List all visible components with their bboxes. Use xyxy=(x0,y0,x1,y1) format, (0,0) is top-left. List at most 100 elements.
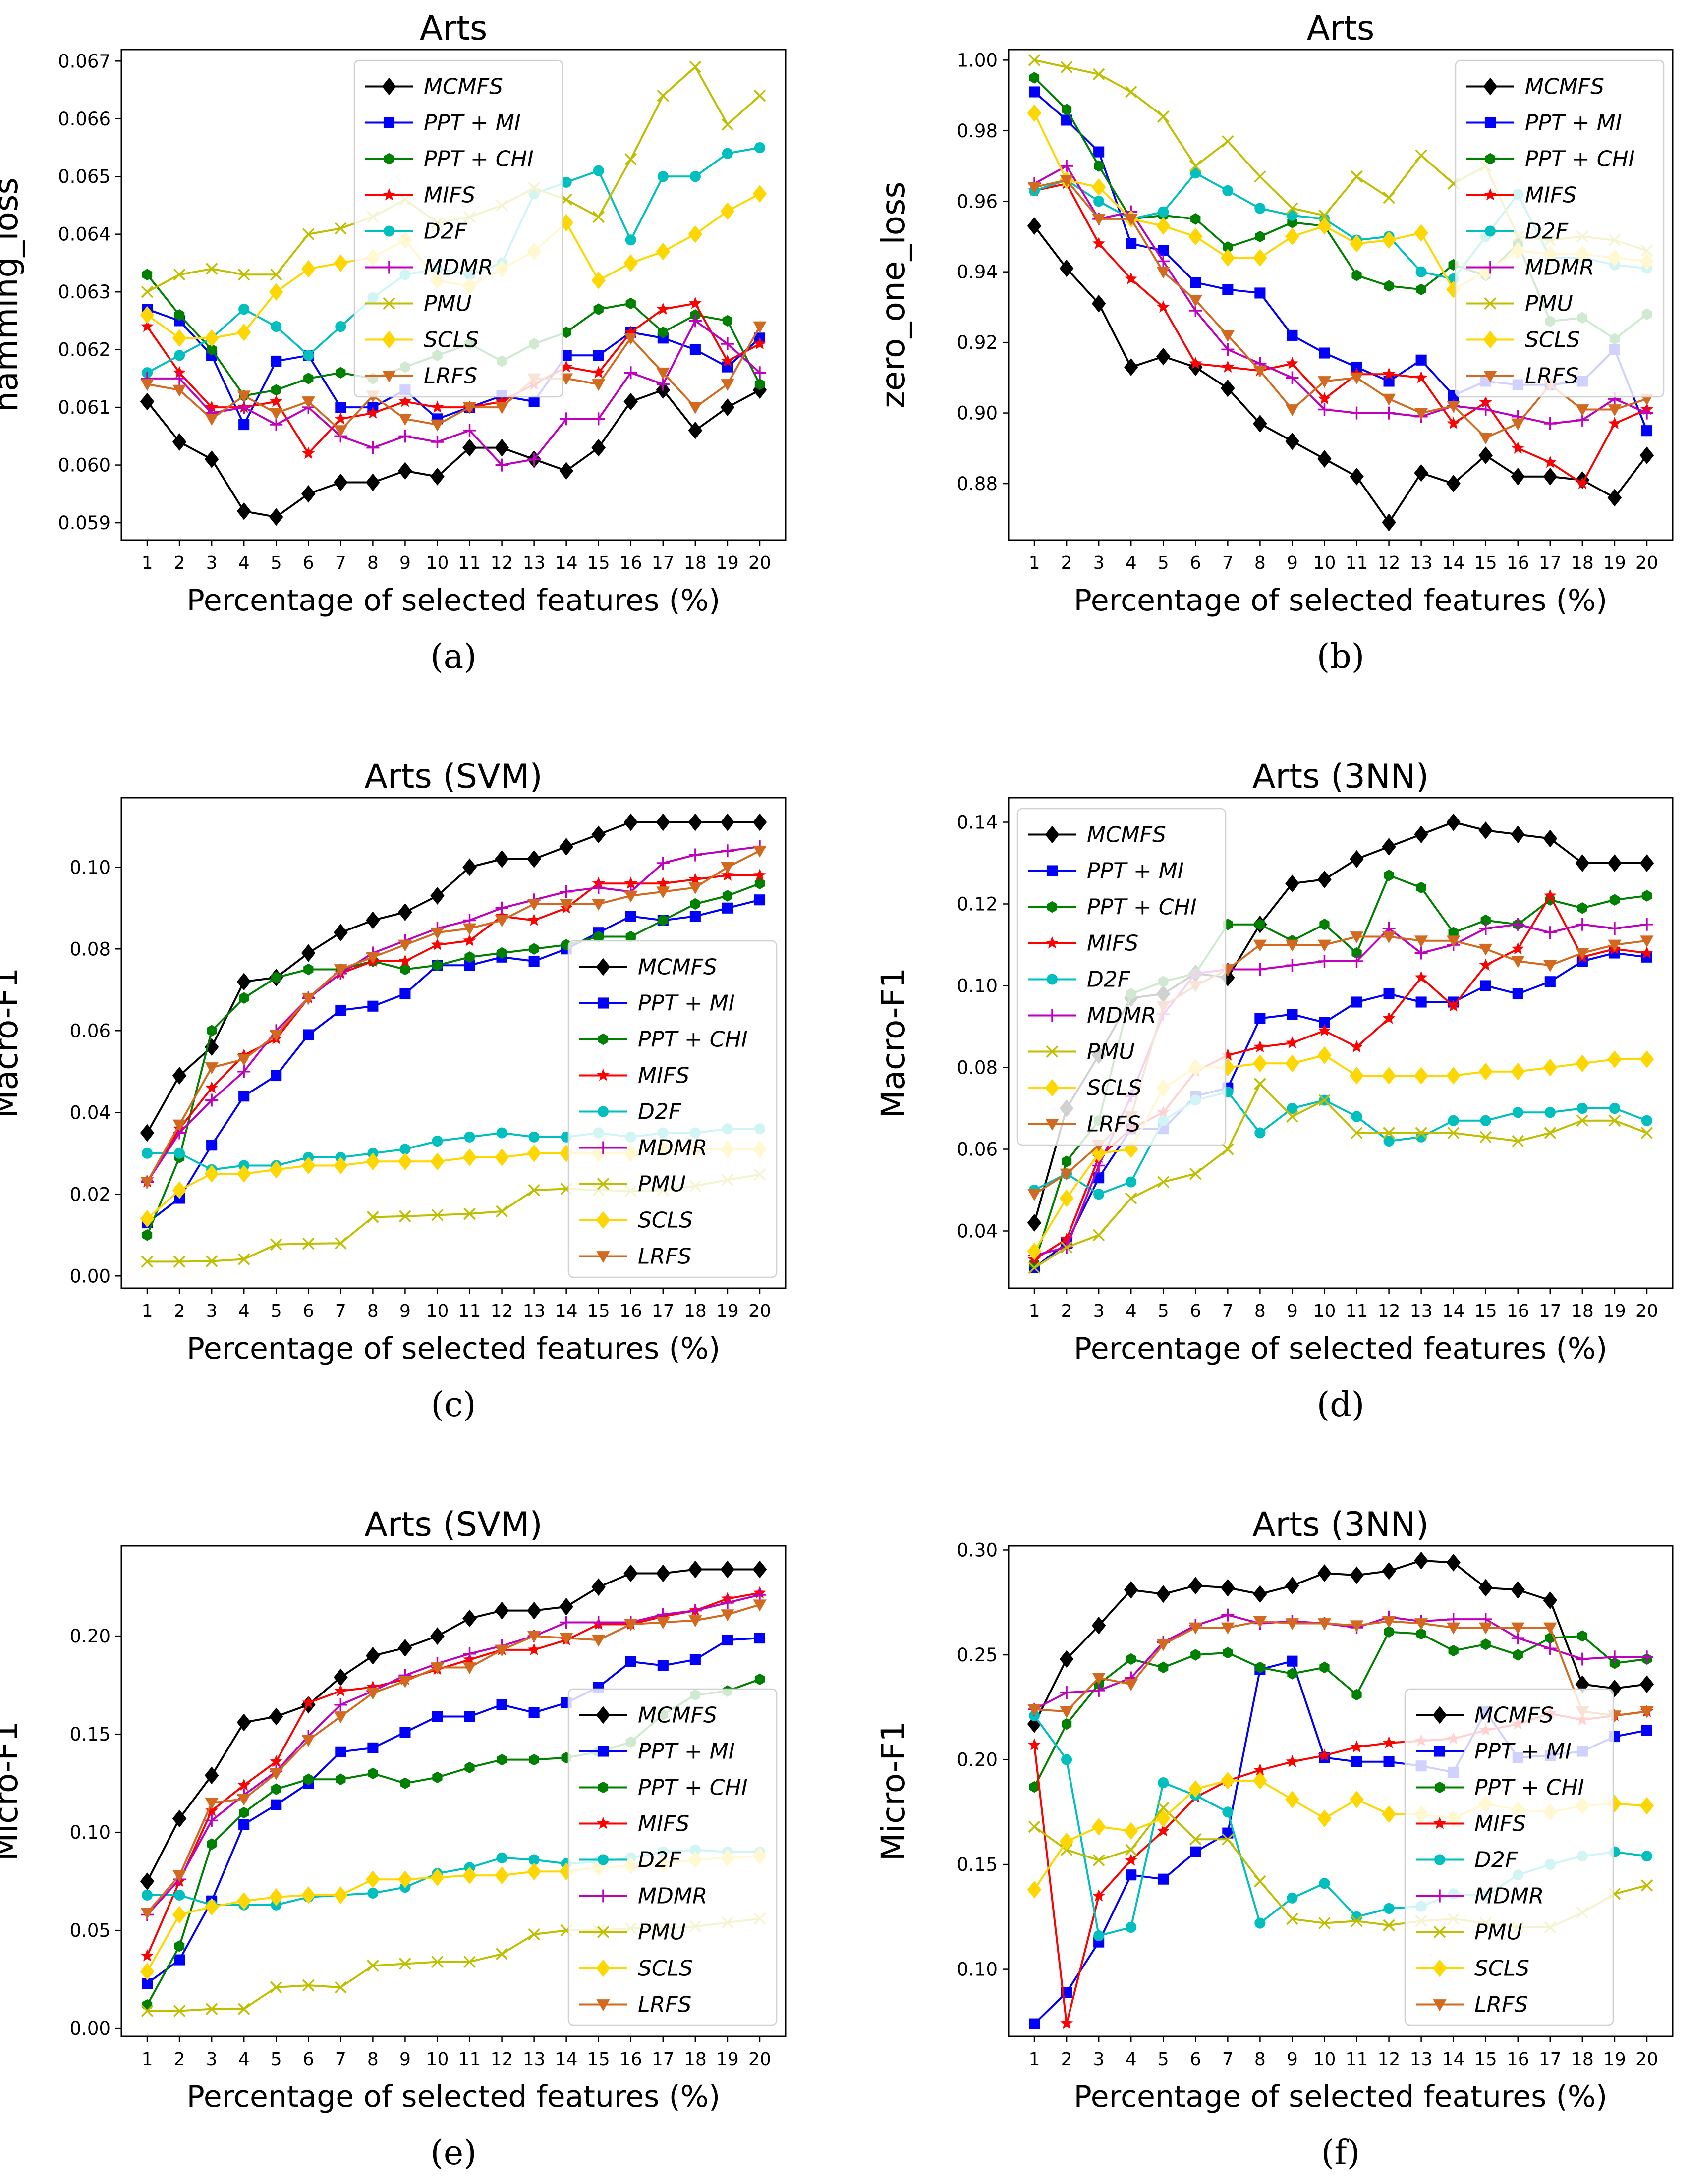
x-tick-label: 19 xyxy=(716,2049,739,2070)
data-point xyxy=(432,1771,443,1783)
data-point xyxy=(593,930,604,943)
data-point xyxy=(1641,1115,1653,1126)
data-point xyxy=(1608,939,1622,952)
legend-marker xyxy=(1433,1816,1446,1829)
data-point xyxy=(1061,1155,1072,1167)
x-tick-label: 5 xyxy=(271,2049,282,2070)
data-point xyxy=(1125,1192,1137,1204)
data-point xyxy=(1350,1620,1364,1633)
data-point xyxy=(173,2005,186,2017)
data-point xyxy=(1092,237,1106,249)
x-tick-label: 18 xyxy=(1571,1301,1594,1321)
legend-label: MCMFS xyxy=(638,955,717,980)
y-tick-label: 0.92 xyxy=(957,332,998,353)
data-point xyxy=(1350,406,1363,420)
x-tick-label: 2 xyxy=(1061,1301,1072,1321)
series-line xyxy=(147,326,761,432)
data-point xyxy=(1479,958,1492,971)
legend-marker xyxy=(1045,1119,1059,1131)
legend-label: SCLS xyxy=(1474,1956,1529,1981)
y-tick-label: 0.063 xyxy=(58,281,111,303)
data-point xyxy=(1382,931,1396,944)
data-point xyxy=(270,1754,283,1767)
data-point xyxy=(495,1866,509,1885)
data-point xyxy=(720,398,735,416)
data-point xyxy=(368,1767,378,1780)
data-point xyxy=(205,1062,219,1075)
data-point xyxy=(496,1699,507,1710)
data-point xyxy=(721,118,734,131)
data-point xyxy=(239,1806,249,1819)
data-point xyxy=(753,1588,766,1601)
data-point xyxy=(591,825,606,844)
x-tick-label: 15 xyxy=(1474,1301,1497,1321)
data-point xyxy=(1384,1626,1394,1638)
data-point xyxy=(1286,1755,1299,1767)
data-point xyxy=(1575,1054,1590,1073)
data-point xyxy=(495,458,508,472)
y-tick-label: 0.08 xyxy=(957,1057,998,1079)
data-point xyxy=(366,1646,380,1665)
data-point xyxy=(237,268,250,281)
data-point xyxy=(1028,54,1041,66)
x-tick-label: 14 xyxy=(555,2049,578,2070)
data-point xyxy=(1253,1585,1267,1603)
data-point xyxy=(1028,1261,1041,1274)
x-tick-label: 1 xyxy=(1029,2049,1040,2070)
legend-marker xyxy=(597,1068,610,1081)
data-point xyxy=(1511,418,1525,431)
data-point xyxy=(236,502,251,520)
data-point xyxy=(1350,955,1363,968)
x-tick-label: 17 xyxy=(652,1301,675,1321)
legend-label: LRFS xyxy=(424,364,477,389)
data-point xyxy=(1221,1622,1235,1635)
data-point xyxy=(1157,1176,1170,1188)
data-point xyxy=(464,1131,475,1143)
x-tick-label: 6 xyxy=(1190,1301,1201,1321)
data-point xyxy=(1479,922,1492,935)
data-point xyxy=(1286,357,1299,369)
data-point xyxy=(1286,1110,1298,1123)
data-point xyxy=(1028,1738,1041,1750)
data-point xyxy=(1576,477,1589,490)
x-tick-label: 2 xyxy=(1061,553,1072,573)
data-point xyxy=(1607,489,1622,507)
data-point xyxy=(1640,1879,1653,1892)
data-point xyxy=(173,1256,186,1268)
legend-label: PMU xyxy=(424,291,472,317)
legend-label: PPT + MI xyxy=(638,1739,735,1764)
data-point xyxy=(334,964,347,977)
legend-box xyxy=(1404,1688,1614,2026)
data-point xyxy=(269,1160,283,1179)
data-point xyxy=(464,1761,475,1774)
legend-marker xyxy=(1047,901,1058,913)
data-point xyxy=(1544,1127,1557,1139)
data-point xyxy=(172,433,187,451)
data-point xyxy=(400,963,410,976)
data-point xyxy=(238,1091,250,1102)
legend-marker xyxy=(1434,1854,1446,1865)
data-point xyxy=(559,1597,573,1616)
x-tick-label: 10 xyxy=(426,2049,449,2070)
x-tick-label: 9 xyxy=(399,1301,411,1321)
data-point xyxy=(1607,1050,1622,1068)
data-point xyxy=(1415,996,1427,1008)
data-point xyxy=(1253,365,1267,378)
data-point xyxy=(205,1798,219,1810)
data-point xyxy=(1156,267,1170,279)
data-point xyxy=(398,414,412,426)
data-point xyxy=(1511,956,1525,968)
data-point xyxy=(1188,1780,1203,1798)
legend-label: PPT + MI xyxy=(1474,1739,1572,1764)
data-point xyxy=(1576,948,1589,960)
data-point xyxy=(140,1872,155,1891)
data-point xyxy=(1091,1616,1106,1635)
y-tick-label: 0.10 xyxy=(957,976,998,997)
data-point xyxy=(1255,230,1265,243)
data-point xyxy=(658,914,668,927)
data-point xyxy=(1061,1754,1072,1765)
data-point xyxy=(1641,1851,1653,1862)
x-tick-label: 9 xyxy=(1287,1301,1298,1321)
subcaption: (e) xyxy=(430,2133,476,2173)
data-point xyxy=(496,1852,507,1863)
